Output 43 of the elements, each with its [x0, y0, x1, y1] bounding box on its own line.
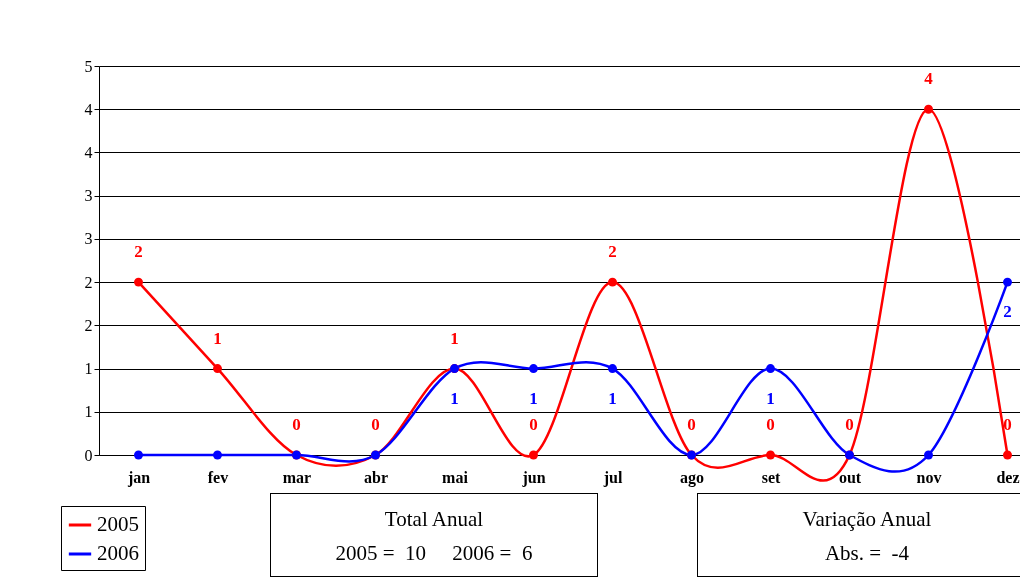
y-tick-label: 5 [84, 57, 93, 75]
x-tick-label: jun [521, 468, 546, 487]
x-tick-label: ago [680, 468, 704, 487]
data-label: 0 [687, 415, 696, 434]
x-tick-label: jul [602, 468, 623, 487]
y-tick-label: 0 [84, 446, 93, 464]
x-tick-label: jan [126, 468, 151, 487]
data-label: 1 [766, 388, 775, 408]
text: Variação Anual Abs. = -4 [697, 493, 1020, 577]
y-tick-label: 1 [84, 403, 93, 421]
x-tick-label: abr [364, 468, 388, 486]
data-label: 0 [766, 415, 775, 434]
data-label: 0 [845, 415, 854, 434]
x-tick-label: dez [996, 468, 1020, 486]
y-tick-label: 3 [84, 230, 93, 248]
y-tick-label: 3 [84, 187, 93, 205]
data-label: 0 [292, 415, 301, 434]
data-label: 2 [1003, 302, 1012, 322]
text: Total Anual 2005 = 10 2006 = 6 [270, 493, 598, 577]
x-tick-label: fev [207, 468, 229, 486]
data-label: 1 [450, 388, 459, 408]
x-tick-label: nov [916, 468, 942, 486]
x-tick-label: set [761, 468, 781, 486]
x-tick-label: out [838, 468, 862, 486]
y-tick-label: 2 [84, 273, 93, 291]
data-label: 1 [213, 328, 222, 348]
data-label: 1 [529, 388, 538, 408]
data-label: 0 [1003, 415, 1012, 434]
y-tick-label: 2 [84, 316, 93, 334]
y-tick-label: 4 [84, 100, 93, 118]
data-label: 2 [608, 242, 617, 262]
legend-label: 2005 [97, 512, 139, 536]
data-label: 4 [924, 69, 934, 89]
data-label: 0 [529, 415, 538, 434]
y-tick-label: 1 [84, 360, 93, 378]
legend-label: 2006 [97, 541, 139, 565]
x-tick-label: mai [442, 468, 469, 486]
data-label: 1 [608, 388, 617, 408]
data-label: 1 [450, 328, 459, 348]
x-tick-label: mar [282, 468, 312, 486]
data-label: 2 [134, 242, 143, 262]
data-label: 0 [371, 415, 380, 434]
y-tick-label: 4 [84, 143, 93, 161]
